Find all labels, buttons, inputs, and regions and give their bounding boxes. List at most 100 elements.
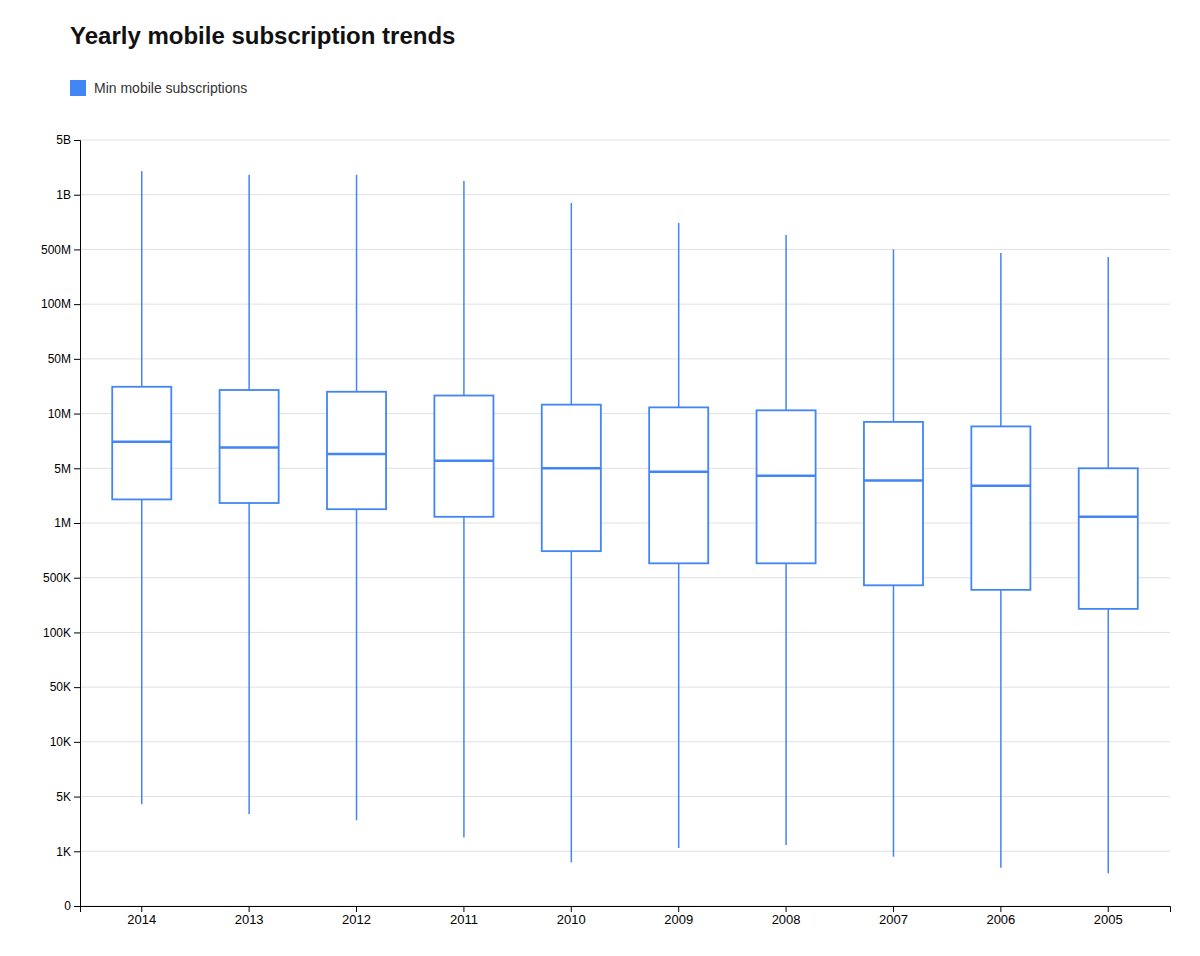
y-tick-mark [74, 742, 80, 743]
box [542, 203, 601, 862]
grid-line [80, 632, 1170, 633]
y-tick-mark [74, 578, 80, 579]
x-tick: 2013 [235, 906, 264, 927]
legend-label: Min mobile subscriptions [94, 80, 247, 96]
x-tick-label: 2010 [557, 912, 586, 927]
lower-whisker [893, 585, 895, 856]
x-tick-label: 2012 [342, 912, 371, 927]
box [220, 175, 279, 814]
chart: Yearly mobile subscription trends01K5K10… [0, 0, 1200, 956]
x-tick: 2010 [557, 906, 586, 927]
median [649, 471, 708, 474]
y-tick-label: 1B [56, 188, 71, 202]
box-body [327, 392, 386, 509]
grid-line [80, 741, 1170, 742]
y-tick: 100M [41, 297, 80, 311]
median [112, 440, 171, 443]
y-axis-line [74, 141, 81, 907]
x-tick-label: 2009 [664, 912, 693, 927]
y-tick-label: 5M [54, 462, 71, 476]
y-tick: 500K [43, 571, 80, 585]
box-body [112, 387, 171, 500]
upper-whisker [785, 235, 787, 410]
box [757, 235, 816, 845]
x-tick-mark [141, 906, 142, 912]
x-axis-line [81, 907, 1171, 913]
y-tick-mark [74, 523, 80, 524]
y-axis: 01K5K10K50K100K500K1M5M10M50M100M500M1B5… [41, 133, 81, 913]
median [327, 453, 386, 456]
grid [80, 140, 1170, 906]
upper-whisker [678, 223, 680, 408]
x-tick-label: 2014 [127, 912, 156, 927]
x-tick-label: 2006 [986, 912, 1015, 927]
box [1079, 257, 1138, 873]
y-tick-mark [74, 195, 80, 196]
upper-whisker [893, 249, 895, 421]
x-tick-mark [893, 906, 894, 912]
y-tick: 10K [50, 735, 80, 749]
y-tick-mark [74, 687, 80, 688]
x-tick: 2006 [986, 906, 1015, 927]
lower-whisker [571, 551, 573, 862]
title: Yearly mobile subscription trends [70, 22, 455, 49]
y-tick: 5B [56, 133, 80, 147]
lower-whisker [1000, 590, 1002, 868]
y-tick: 0 [64, 899, 80, 913]
y-tick-mark [74, 249, 80, 250]
lower-whisker [678, 563, 680, 848]
box-body [1079, 468, 1138, 609]
box-body [971, 426, 1030, 589]
y-tick-label: 50K [50, 680, 71, 694]
median [542, 467, 601, 470]
plot: 01K5K10K50K100K500K1M5M10M50M100M500M1B5… [41, 133, 1171, 927]
x-tick-label: 2013 [235, 912, 264, 927]
box-body [649, 407, 708, 563]
y-tick-mark [74, 632, 80, 633]
y-tick-label: 50M [48, 352, 71, 366]
x-tick-label: 2011 [450, 912, 478, 927]
y-tick-mark [74, 906, 80, 907]
box [864, 249, 923, 856]
x-tick-mark [1000, 906, 1001, 912]
y-tick-label: 100M [41, 297, 71, 311]
upper-whisker [571, 203, 573, 405]
x-tick-label: 2005 [1094, 912, 1123, 927]
median [220, 446, 279, 449]
y-tick-mark [74, 414, 80, 415]
y-tick: 1K [56, 845, 80, 859]
lower-whisker [463, 517, 465, 838]
y-tick: 100K [43, 626, 80, 640]
x-tick: 2009 [664, 906, 693, 927]
y-tick: 1B [56, 188, 80, 202]
lower-whisker [785, 563, 787, 845]
y-tick-label: 1M [54, 516, 71, 530]
y-tick: 50M [48, 352, 80, 366]
y-tick: 1M [54, 516, 80, 530]
y-tick-label: 500M [41, 243, 71, 257]
x-tick-mark [463, 906, 464, 912]
grid-line [80, 249, 1170, 250]
grid-line [80, 304, 1170, 305]
x-tick-mark [786, 906, 787, 912]
median [757, 475, 816, 478]
y-tick-label: 0 [64, 899, 71, 913]
y-tick: 5M [54, 462, 80, 476]
upper-whisker [141, 171, 143, 387]
x-tick-mark [1108, 906, 1109, 912]
x-tick-mark [678, 906, 679, 912]
x-axis: 2014201320122011201020092008200720062005 [81, 906, 1171, 927]
box-body [542, 405, 601, 552]
box [434, 181, 493, 838]
median [1079, 516, 1138, 519]
boxes [112, 171, 1138, 873]
grid-line [80, 194, 1170, 195]
legend-swatch [70, 80, 86, 96]
upper-whisker [356, 175, 358, 392]
lower-whisker [356, 509, 358, 820]
x-tick-mark [571, 906, 572, 912]
x-tick-mark [249, 906, 250, 912]
upper-whisker [1108, 257, 1110, 468]
upper-whisker [463, 181, 465, 396]
y-tick-label: 10M [48, 407, 71, 421]
